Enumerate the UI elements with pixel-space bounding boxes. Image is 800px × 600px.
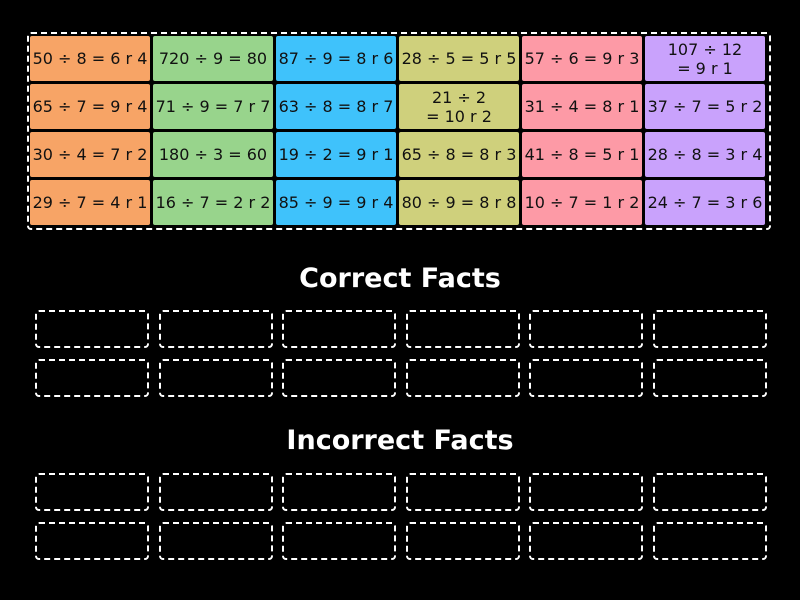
drop-slot[interactable] <box>35 522 149 560</box>
drop-slot[interactable] <box>652 522 767 560</box>
tile[interactable]: 87 ÷ 9 = 8 r 6 <box>276 36 396 81</box>
drop-slot[interactable] <box>158 359 273 397</box>
tile[interactable]: 65 ÷ 8 = 8 r 3 <box>399 132 519 177</box>
drop-zone-correct <box>35 310 767 397</box>
drop-slot[interactable] <box>529 310 643 348</box>
drop-slot[interactable] <box>405 522 520 560</box>
tile[interactable]: 16 ÷ 7 = 2 r 2 <box>153 180 273 225</box>
drop-zone-incorrect <box>35 473 767 560</box>
tile[interactable]: 85 ÷ 9 = 9 r 4 <box>276 180 396 225</box>
drop-slot[interactable] <box>158 473 273 511</box>
drop-slot[interactable] <box>282 310 396 348</box>
drop-slot[interactable] <box>529 522 643 560</box>
drop-slot[interactable] <box>652 310 767 348</box>
tile[interactable]: 31 ÷ 4 = 8 r 1 <box>522 84 642 129</box>
tile[interactable]: 80 ÷ 9 = 8 r 8 <box>399 180 519 225</box>
tile[interactable]: 41 ÷ 8 = 5 r 1 <box>522 132 642 177</box>
tile[interactable]: 63 ÷ 8 = 8 r 7 <box>276 84 396 129</box>
tile-grid: 50 ÷ 8 = 6 r 4 720 ÷ 9 = 80 87 ÷ 9 = 8 r… <box>30 36 765 225</box>
drop-slot[interactable] <box>282 522 396 560</box>
tile[interactable]: 28 ÷ 5 = 5 r 5 <box>399 36 519 81</box>
tile[interactable]: 720 ÷ 9 = 80 <box>153 36 273 81</box>
tile[interactable]: 65 ÷ 7 = 9 r 4 <box>30 84 150 129</box>
tile[interactable]: 24 ÷ 7 = 3 r 6 <box>645 180 765 225</box>
drop-slot[interactable] <box>158 310 273 348</box>
drop-slot[interactable] <box>35 359 149 397</box>
drop-slot[interactable] <box>158 522 273 560</box>
tile[interactable]: 57 ÷ 6 = 9 r 3 <box>522 36 642 81</box>
drop-slot[interactable] <box>529 473 643 511</box>
drop-slot[interactable] <box>529 359 643 397</box>
drop-slot[interactable] <box>405 359 520 397</box>
tile[interactable]: 180 ÷ 3 = 60 <box>153 132 273 177</box>
tile[interactable]: 37 ÷ 7 = 5 r 2 <box>645 84 765 129</box>
group-heading-incorrect: Incorrect Facts <box>286 425 514 456</box>
tile[interactable]: 30 ÷ 4 = 7 r 2 <box>30 132 150 177</box>
tile[interactable]: 50 ÷ 8 = 6 r 4 <box>30 36 150 81</box>
drop-slot[interactable] <box>652 359 767 397</box>
tile-bank <box>27 32 771 230</box>
drop-slot[interactable] <box>282 359 396 397</box>
drop-slot[interactable] <box>405 310 520 348</box>
tile[interactable]: 21 ÷ 2 = 10 r 2 <box>399 84 519 129</box>
tile[interactable]: 71 ÷ 9 = 7 r 7 <box>153 84 273 129</box>
tile[interactable]: 28 ÷ 8 = 3 r 4 <box>645 132 765 177</box>
drop-slot[interactable] <box>282 473 396 511</box>
drop-slot[interactable] <box>405 473 520 511</box>
group-heading-correct: Correct Facts <box>299 263 501 294</box>
drop-slot[interactable] <box>652 473 767 511</box>
tile[interactable]: 19 ÷ 2 = 9 r 1 <box>276 132 396 177</box>
drop-slot[interactable] <box>35 473 149 511</box>
tile[interactable]: 107 ÷ 12 = 9 r 1 <box>645 36 765 81</box>
drop-slot[interactable] <box>35 310 149 348</box>
tile[interactable]: 29 ÷ 7 = 4 r 1 <box>30 180 150 225</box>
tile[interactable]: 10 ÷ 7 = 1 r 2 <box>522 180 642 225</box>
